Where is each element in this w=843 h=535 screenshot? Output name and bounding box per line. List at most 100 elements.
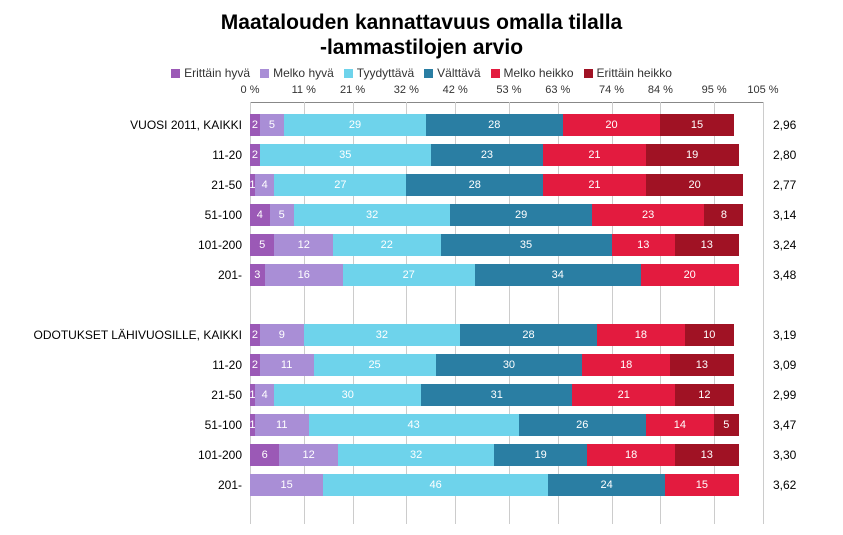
bar-segment: 9 bbox=[260, 324, 304, 346]
bar-segment: 6 bbox=[250, 444, 279, 466]
bar-segment: 15 bbox=[250, 474, 323, 496]
bar-value-label: 11 bbox=[281, 359, 292, 371]
bar-segment: 22 bbox=[333, 234, 440, 256]
bar-segment: 43 bbox=[309, 414, 519, 436]
bar-segment: 8 bbox=[704, 204, 743, 226]
bar-segment: 20 bbox=[641, 264, 739, 286]
bar-value-label: 32 bbox=[376, 329, 388, 341]
bar-value-label: 3 bbox=[254, 269, 260, 281]
legend-label: Erittäin heikko bbox=[597, 66, 672, 80]
bar-segment: 12 bbox=[279, 444, 338, 466]
row-average: 2,99 bbox=[763, 384, 796, 406]
bar-value-label: 5 bbox=[279, 209, 285, 221]
bar-value-label: 20 bbox=[688, 179, 700, 191]
legend-label: Välttävä bbox=[437, 66, 480, 80]
bar-value-label: 5 bbox=[723, 419, 729, 431]
bar-value-label: 20 bbox=[605, 119, 617, 131]
bar-segment: 27 bbox=[343, 264, 475, 286]
bar-value-label: 18 bbox=[635, 329, 647, 341]
legend: Erittäin hyvä Melko hyvä Tyydyttävä Välttäv… bbox=[20, 66, 823, 80]
x-axis: 0 %11 %21 %32 %42 %53 %63 %74 %84 %95 %1… bbox=[250, 84, 763, 103]
x-tick-label: 63 % bbox=[545, 84, 570, 96]
row-average: 3,19 bbox=[763, 324, 796, 346]
bar-value-label: 11 bbox=[276, 419, 287, 431]
bar-segment: 5 bbox=[714, 414, 738, 436]
bar-segment: 30 bbox=[274, 384, 421, 406]
bar-value-label: 12 bbox=[698, 389, 710, 401]
bar-segment: 23 bbox=[592, 204, 704, 226]
bar-segment: 23 bbox=[431, 144, 543, 166]
bar-value-label: 8 bbox=[721, 209, 727, 221]
bar-value-label: 28 bbox=[522, 329, 534, 341]
row-average: 2,77 bbox=[763, 174, 796, 196]
bar-value-label: 13 bbox=[701, 239, 713, 251]
bar-value-label: 24 bbox=[601, 479, 613, 491]
bar-segment: 14 bbox=[646, 414, 714, 436]
x-tick-label: 95 % bbox=[702, 84, 727, 96]
bar-value-label: 19 bbox=[535, 449, 547, 461]
bar-segment: 13 bbox=[612, 234, 676, 256]
legend-item: Melko hyvä bbox=[260, 66, 334, 80]
legend-item: Tyydyttävä bbox=[344, 66, 414, 80]
bar-segment: 13 bbox=[670, 354, 734, 376]
bar-value-label: 30 bbox=[342, 389, 354, 401]
bar-value-label: 15 bbox=[691, 119, 703, 131]
bar-segment: 2 bbox=[250, 114, 260, 136]
bar-segment: 19 bbox=[646, 144, 739, 166]
bar-segment: 18 bbox=[587, 444, 675, 466]
row-label: 101-200 bbox=[198, 444, 250, 466]
title-line-2: -lammastilojen arvio bbox=[320, 36, 523, 59]
legend-item: Erittäin hyvä bbox=[171, 66, 250, 80]
bar-row: VUOSI 2011, KAIKKI25292820152,96 bbox=[250, 114, 763, 136]
bar-value-label: 29 bbox=[349, 119, 361, 131]
bar-value-label: 28 bbox=[469, 179, 481, 191]
x-tick-label: 53 % bbox=[496, 84, 521, 96]
bar-value-label: 26 bbox=[576, 419, 588, 431]
chart-container: Maatalouden kannattavuus omalla tilalla … bbox=[0, 0, 843, 535]
legend-label: Tyydyttävä bbox=[357, 66, 414, 80]
x-tick-label: 32 % bbox=[394, 84, 419, 96]
bar-row: 51-10011143261453,47 bbox=[250, 414, 763, 436]
x-tick-label: 105 % bbox=[747, 84, 778, 96]
bar-value-label: 46 bbox=[430, 479, 442, 491]
legend-item: Erittäin heikko bbox=[584, 66, 672, 80]
bar-row: 21-5014272821202,77 bbox=[250, 174, 763, 196]
bar-segment: 4 bbox=[255, 384, 275, 406]
bar-segment: 15 bbox=[665, 474, 738, 496]
x-tick-label: 0 % bbox=[241, 84, 260, 96]
legend-item: Melko heikko bbox=[491, 66, 574, 80]
row-average: 3,47 bbox=[763, 414, 796, 436]
bar-value-label: 12 bbox=[303, 449, 315, 461]
row-average: 3,30 bbox=[763, 444, 796, 466]
bar-value-label: 31 bbox=[491, 389, 503, 401]
bar-segment: 32 bbox=[304, 324, 460, 346]
bar-value-label: 4 bbox=[257, 209, 263, 221]
bar-segment: 15 bbox=[660, 114, 733, 136]
bar-value-label: 4 bbox=[262, 179, 268, 191]
bar-value-label: 22 bbox=[381, 239, 393, 251]
bar-value-label: 5 bbox=[259, 239, 265, 251]
bar-segment: 35 bbox=[260, 144, 431, 166]
bar-segment: 16 bbox=[265, 264, 343, 286]
bar-value-label: 12 bbox=[298, 239, 310, 251]
bar-value-label: 2 bbox=[252, 119, 258, 131]
bar-value-label: 30 bbox=[503, 359, 515, 371]
bar-segment: 28 bbox=[406, 174, 543, 196]
x-tick-label: 21 % bbox=[340, 84, 365, 96]
bar-value-label: 10 bbox=[703, 329, 715, 341]
bar-segment: 13 bbox=[675, 444, 739, 466]
row-label: 201- bbox=[218, 474, 250, 496]
bar-segment: 12 bbox=[274, 234, 333, 256]
bar-segment: 29 bbox=[450, 204, 592, 226]
bar-segment: 24 bbox=[548, 474, 665, 496]
row-label: 21-50 bbox=[211, 174, 250, 196]
bar-value-label: 2 bbox=[252, 359, 258, 371]
bar-value-label: 2 bbox=[252, 149, 258, 161]
legend-label: Melko hyvä bbox=[273, 66, 334, 80]
legend-swatch bbox=[584, 69, 593, 78]
bar-segment: 4 bbox=[250, 204, 270, 226]
bar-row: 101-200512223513133,24 bbox=[250, 234, 763, 256]
legend-swatch bbox=[260, 69, 269, 78]
legend-swatch bbox=[424, 69, 433, 78]
bar-value-label: 15 bbox=[696, 479, 708, 491]
